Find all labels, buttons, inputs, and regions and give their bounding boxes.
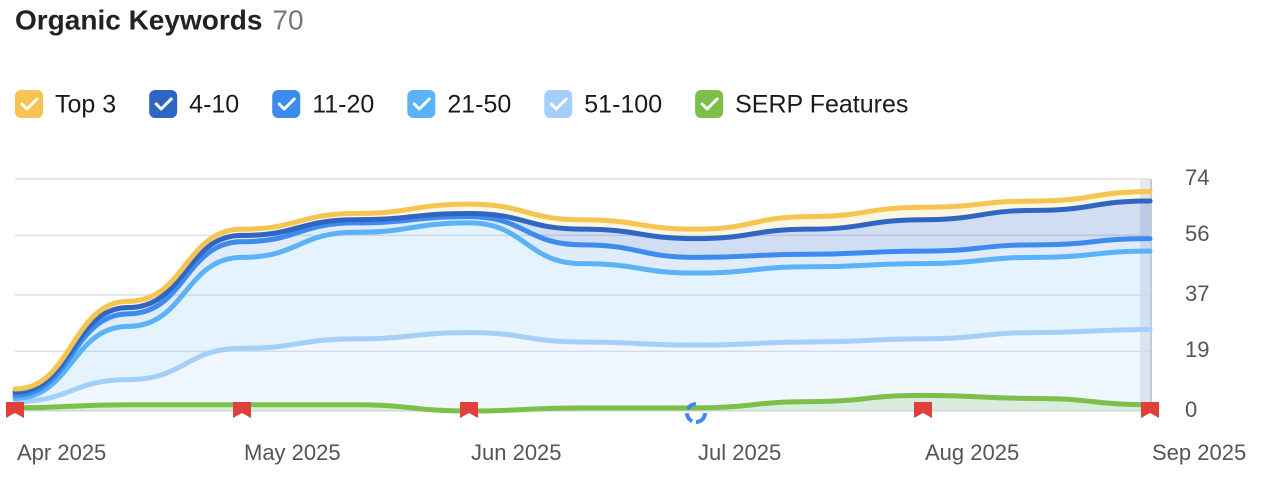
legend-label: Top 3 <box>55 91 116 119</box>
y-tick-label: 0 <box>1185 397 1197 422</box>
x-tick-label: May 2025 <box>244 440 341 465</box>
legend-item[interactable]: 51-100 <box>544 90 662 119</box>
legend-checkbox[interactable] <box>544 90 573 118</box>
x-tick-label: Jun 2025 <box>471 440 562 465</box>
legend-checkbox[interactable] <box>407 90 436 118</box>
y-tick-label: 19 <box>1185 337 1209 362</box>
legend-label: SERP Features <box>735 91 908 119</box>
checkmark <box>549 97 568 111</box>
series-line <box>12 220 1153 401</box>
x-tick-label: Aug 2025 <box>925 440 1019 465</box>
legend-checkbox[interactable] <box>149 90 178 118</box>
legend-label: 21-50 <box>447 91 511 119</box>
y-tick-label: 37 <box>1185 281 1209 306</box>
area-band <box>15 216 1150 399</box>
total-count: 70 <box>272 4 303 35</box>
checkmark <box>154 97 173 111</box>
x-tick-label: Sep 2025 <box>1152 440 1246 465</box>
y-tick-label: 74 <box>1185 165 1209 190</box>
legend-label: 11-20 <box>312 91 374 119</box>
legend-item[interactable]: 4-10 <box>149 90 239 119</box>
series-line <box>12 326 1153 405</box>
legend-label: 4-10 <box>189 91 239 119</box>
legend-item[interactable]: 21-50 <box>407 90 511 119</box>
legend-checkbox[interactable] <box>272 90 301 118</box>
checkmark <box>20 97 39 111</box>
checkmark <box>700 97 719 111</box>
x-tick-label: Jul 2025 <box>698 440 781 465</box>
series-line <box>12 214 1153 398</box>
legend-item[interactable]: SERP Features <box>695 90 908 119</box>
legend-checkbox[interactable] <box>15 90 43 118</box>
google-icon <box>685 402 707 424</box>
legend-label: 51-100 <box>584 91 662 119</box>
legend-item[interactable]: 11-20 <box>272 90 374 119</box>
series-line <box>12 392 1153 414</box>
y-tick-label: 56 <box>1185 221 1209 246</box>
legend-checkbox[interactable] <box>695 90 724 118</box>
checkmark <box>277 97 296 111</box>
chart-title: Organic Keywords <box>15 4 262 35</box>
event-flag <box>460 402 478 418</box>
event-flag <box>6 402 24 418</box>
legend-item[interactable]: Top 3 <box>15 90 116 119</box>
series-line <box>12 189 1153 392</box>
area-band <box>15 329 1150 411</box>
x-tick-label: Apr 2025 <box>17 440 106 465</box>
area-band <box>15 200 1150 396</box>
event-flag <box>914 402 932 418</box>
series-line <box>12 198 1153 395</box>
checkmark <box>412 97 431 111</box>
event-flag <box>233 402 251 418</box>
event-flag <box>1141 402 1159 418</box>
